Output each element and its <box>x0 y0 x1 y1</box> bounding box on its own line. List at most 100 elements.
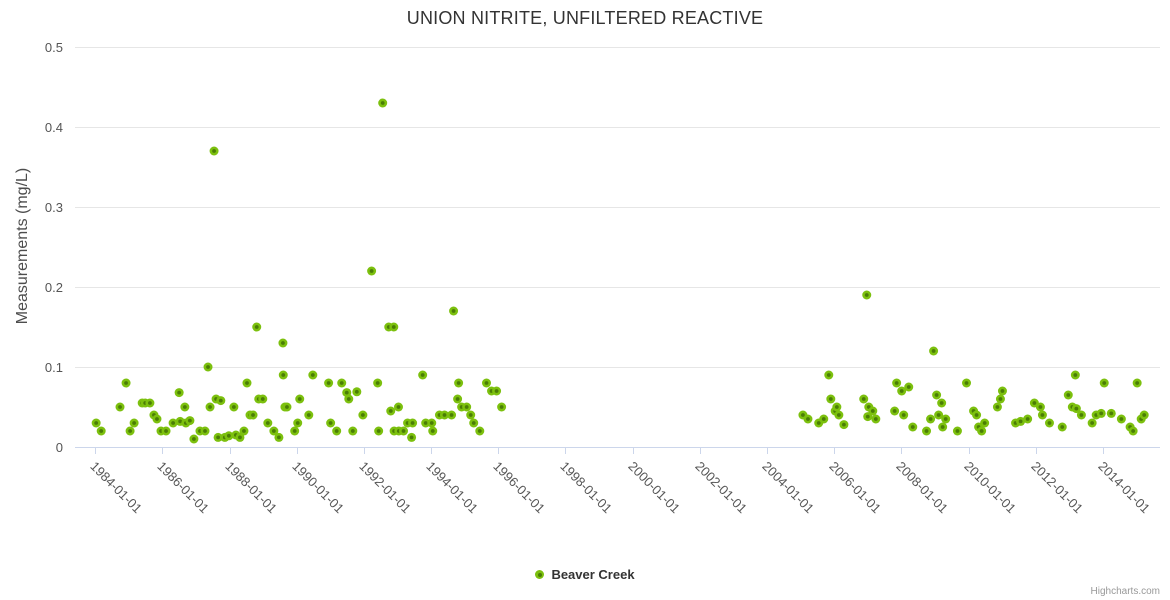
scatter-point[interactable] <box>1076 410 1086 420</box>
scatter-point[interactable] <box>1106 408 1116 418</box>
scatter-point[interactable] <box>189 434 199 444</box>
scatter-point[interactable] <box>1132 378 1142 388</box>
scatter-point[interactable] <box>308 370 318 380</box>
scatter-point[interactable] <box>168 418 178 428</box>
scatter-point[interactable] <box>862 290 872 300</box>
scatter-point[interactable] <box>832 402 842 412</box>
scatter-point[interactable] <box>274 432 284 442</box>
scatter-point[interactable] <box>373 378 383 388</box>
scatter-point[interactable] <box>367 266 377 276</box>
scatter-point[interactable] <box>1057 422 1067 432</box>
scatter-point[interactable] <box>839 420 849 430</box>
scatter-point[interactable] <box>91 418 101 428</box>
scatter-point[interactable] <box>1099 378 1109 388</box>
scatter-point[interactable] <box>932 390 942 400</box>
scatter-point[interactable] <box>304 410 314 420</box>
scatter-point[interactable] <box>293 418 303 428</box>
scatter-point[interactable] <box>803 414 813 424</box>
scatter-point[interactable] <box>180 402 190 412</box>
scatter-point[interactable] <box>258 394 268 404</box>
scatter-point[interactable] <box>389 322 399 332</box>
scatter-point[interactable] <box>890 406 900 416</box>
scatter-point[interactable] <box>819 414 829 424</box>
scatter-point[interactable] <box>374 426 384 436</box>
scatter-point[interactable] <box>278 338 288 348</box>
scatter-point[interactable] <box>938 422 948 432</box>
scatter-point[interactable] <box>1063 390 1073 400</box>
scatter-point[interactable] <box>980 418 990 428</box>
scatter-point[interactable] <box>358 410 368 420</box>
scatter-point[interactable] <box>1096 408 1106 418</box>
scatter-point[interactable] <box>977 426 987 436</box>
scatter-point[interactable] <box>213 432 223 442</box>
scatter-point[interactable] <box>469 418 479 428</box>
scatter-point[interactable] <box>1087 418 1097 428</box>
scatter-point[interactable] <box>929 346 939 356</box>
scatter-point[interactable] <box>871 414 881 424</box>
scatter-point[interactable] <box>239 426 249 436</box>
scatter-point[interactable] <box>997 386 1007 396</box>
scatter-point[interactable] <box>216 396 226 406</box>
scatter-point[interactable] <box>826 394 836 404</box>
scatter-point[interactable] <box>295 394 305 404</box>
scatter-point[interactable] <box>269 426 279 436</box>
scatter-point[interactable] <box>899 410 909 420</box>
scatter-point[interactable] <box>1070 370 1080 380</box>
scatter-point[interactable] <box>449 306 459 316</box>
scatter-point[interactable] <box>466 410 476 420</box>
scatter-point[interactable] <box>129 418 139 428</box>
scatter-point[interactable] <box>922 426 932 436</box>
scatter-point[interactable] <box>897 386 907 396</box>
scatter-point[interactable] <box>348 426 358 436</box>
scatter-point[interactable] <box>937 398 947 408</box>
scatter-point[interactable] <box>908 422 918 432</box>
scatter-point[interactable] <box>235 432 245 442</box>
scatter-point[interactable] <box>326 418 336 428</box>
scatter-point[interactable] <box>1016 416 1026 426</box>
scatter-point[interactable] <box>447 410 457 420</box>
scatter-point[interactable] <box>453 394 463 404</box>
scatter-point[interactable] <box>462 402 472 412</box>
scatter-point[interactable] <box>418 370 428 380</box>
scatter-point[interactable] <box>427 418 437 428</box>
scatter-point[interactable] <box>475 426 485 436</box>
scatter-point[interactable] <box>332 426 342 436</box>
scatter-point[interactable] <box>224 431 234 441</box>
scatter-point[interactable] <box>344 394 354 404</box>
scatter-point[interactable] <box>1071 404 1081 414</box>
scatter-point[interactable] <box>96 426 106 436</box>
scatter-point[interactable] <box>352 387 362 397</box>
scatter-point[interactable] <box>834 410 844 420</box>
scatter-point[interactable] <box>125 426 135 436</box>
scatter-point[interactable] <box>407 432 417 442</box>
scatter-point[interactable] <box>121 378 131 388</box>
scatter-point[interactable] <box>497 402 507 412</box>
scatter-point[interactable] <box>972 410 982 420</box>
scatter-point[interactable] <box>203 362 213 372</box>
scatter-point[interactable] <box>399 426 409 436</box>
scatter-point[interactable] <box>952 426 962 436</box>
scatter-point[interactable] <box>934 410 944 420</box>
scatter-point[interactable] <box>386 406 396 416</box>
scatter-point[interactable] <box>248 410 258 420</box>
scatter-point[interactable] <box>428 426 438 436</box>
scatter-point[interactable] <box>1044 418 1054 428</box>
scatter-point[interactable] <box>941 414 951 424</box>
scatter-point[interactable] <box>904 382 914 392</box>
scatter-point[interactable] <box>161 426 171 436</box>
scatter-point[interactable] <box>1128 426 1138 436</box>
scatter-point[interactable] <box>1023 414 1033 424</box>
scatter-point[interactable] <box>152 414 162 424</box>
scatter-point[interactable] <box>229 402 239 412</box>
scatter-point[interactable] <box>393 402 403 412</box>
scatter-point[interactable] <box>174 388 184 398</box>
scatter-point[interactable] <box>1139 410 1149 420</box>
scatter-point[interactable] <box>145 398 155 408</box>
scatter-point[interactable] <box>454 378 464 388</box>
scatter-point[interactable] <box>408 418 418 428</box>
scatter-point[interactable] <box>282 402 292 412</box>
scatter-point[interactable] <box>263 418 273 428</box>
scatter-point[interactable] <box>242 378 252 388</box>
scatter-point[interactable] <box>278 370 288 380</box>
scatter-point[interactable] <box>481 378 491 388</box>
